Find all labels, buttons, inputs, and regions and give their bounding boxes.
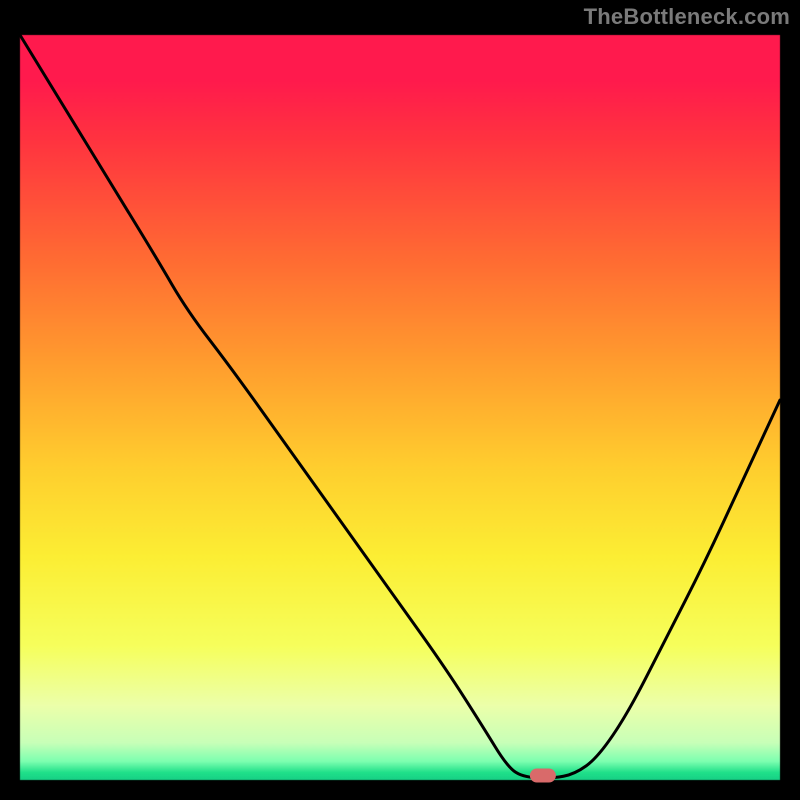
bottleneck-curve xyxy=(20,35,780,778)
watermark-text: TheBottleneck.com xyxy=(584,4,790,30)
optimal-point-marker xyxy=(530,769,556,783)
chart-overlay xyxy=(0,0,800,800)
